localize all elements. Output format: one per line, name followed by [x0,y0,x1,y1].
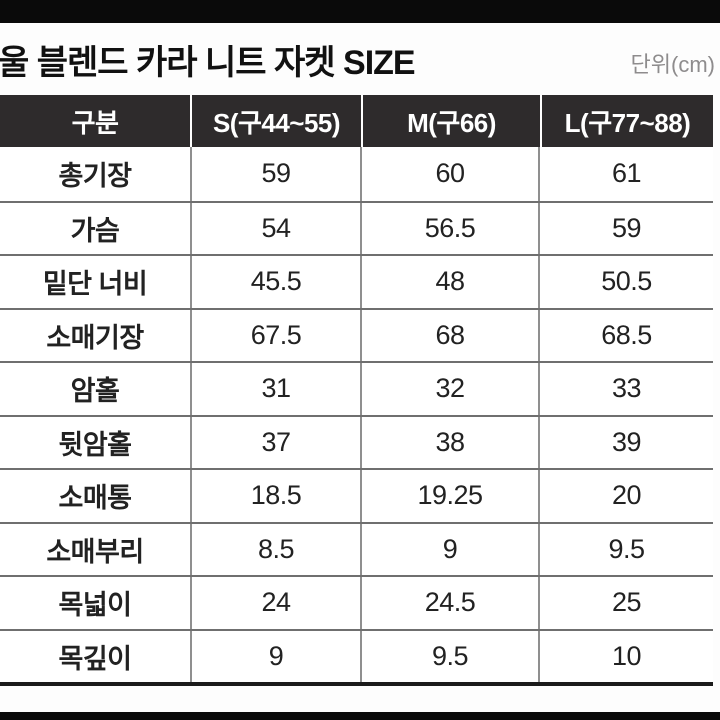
size-value-cell: 56.5 [362,202,540,254]
row-label: 가슴 [0,202,192,254]
column-header-3: L(구77~88) [542,95,713,147]
row-label: 목깊이 [0,630,192,682]
size-value-cell: 9 [362,523,540,575]
size-value-cell: 48 [362,256,540,308]
column-header-0: 구분 [0,95,190,147]
table-row: 암홀 31 32 33 [0,361,713,415]
size-value-cell: 68.5 [601,319,652,350]
size-value-cell: 9.5 [608,533,645,564]
size-value-cell: 8.5 [192,523,362,575]
table-row: 가슴 54 56.5 59 [0,200,713,254]
table-row: 목깊이 9 9.5 10 [0,628,713,682]
size-value-cell: 39 [611,426,642,457]
size-value-cell: 32 [362,363,540,415]
table-row: 뒷암홀 37 38 39 [0,414,713,468]
size-value-cell: 67.5 [192,309,362,361]
size-value-cell: 45.5 [192,256,362,308]
bottom-letterbox-bar [0,712,720,720]
table-header-row: 구분 S(구44~55) M(구66) L(구77~88) [0,95,713,147]
size-value-cell: 68 [362,309,540,361]
size-value-cell: 10 [611,640,642,671]
table-row: 총기장 59 60 61 [0,147,713,201]
table-row: 소매기장 67.5 68 68.5 [0,307,713,361]
size-value-cell: 24.5 [362,577,540,629]
column-header-2: M(구66) [363,95,540,147]
size-value-cell: 37 [192,416,362,468]
row-label: 소매통 [0,470,192,522]
size-value-cell: 54 [192,202,362,254]
table-row: 목넓이 24 24.5 25 [0,575,713,629]
table-body: 총기장 59 60 61 가슴 54 56.5 59 밑단 너비 45.5 48 50.5 소매기장 67… [0,147,713,682]
size-value-cell: 31 [192,363,362,415]
row-label: 소매기장 [0,309,192,361]
row-label: 뒷암홀 [0,416,192,468]
table-row: 소매통 18.5 19.25 20 [0,468,713,522]
title-bar: 울 블렌드 카라 니트 자켓 SIZE 단위(cm) [0,23,720,95]
page-title: 울 블렌드 카라 니트 자켓 SIZE [0,43,416,82]
size-table: 구분 S(구44~55) M(구66) L(구77~88) 총기장 59 60 61 가슴 54… [0,95,713,686]
size-value-cell: 20 [611,480,642,511]
size-value-cell: 61 [611,158,642,189]
size-value-cell: 38 [362,416,540,468]
size-value-cell: 59 [611,212,642,243]
row-label: 소매부리 [0,523,192,575]
size-value-cell: 9 [192,630,362,682]
size-value-cell: 60 [362,147,540,201]
column-header-1: S(구44~55) [192,95,361,147]
row-label: 총기장 [0,147,192,201]
row-label: 암홀 [0,363,192,415]
unit-label: 단위(cm) [630,52,715,77]
table-row: 소매부리 8.5 9 9.5 [0,521,713,575]
row-label: 밑단 너비 [0,256,192,308]
size-value-cell: 33 [611,373,642,404]
size-value-cell: 24 [192,577,362,629]
size-value-cell: 50.5 [601,266,652,297]
row-label: 목넓이 [0,577,192,629]
top-letterbox-bar [0,0,720,23]
size-value-cell: 19.25 [362,470,540,522]
size-value-cell: 9.5 [362,630,540,682]
size-value-cell: 59 [192,147,362,201]
table-row: 밑단 너비 45.5 48 50.5 [0,254,713,308]
size-value-cell: 18.5 [192,470,362,522]
size-value-cell: 25 [611,587,642,618]
